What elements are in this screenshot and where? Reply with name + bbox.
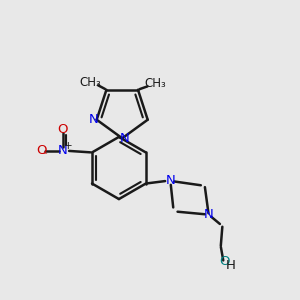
Text: N: N — [166, 174, 175, 188]
Text: CH₃: CH₃ — [144, 77, 166, 90]
Text: H: H — [226, 259, 236, 272]
Text: N: N — [89, 112, 99, 126]
Text: O: O — [57, 123, 68, 136]
Text: O: O — [219, 255, 229, 268]
Text: CH₃: CH₃ — [80, 76, 102, 89]
Text: N: N — [120, 132, 130, 145]
Text: N: N — [204, 208, 214, 221]
Text: O: O — [36, 144, 46, 157]
Text: N: N — [58, 144, 68, 157]
Text: ⁻: ⁻ — [41, 152, 47, 162]
Text: +: + — [64, 141, 73, 151]
